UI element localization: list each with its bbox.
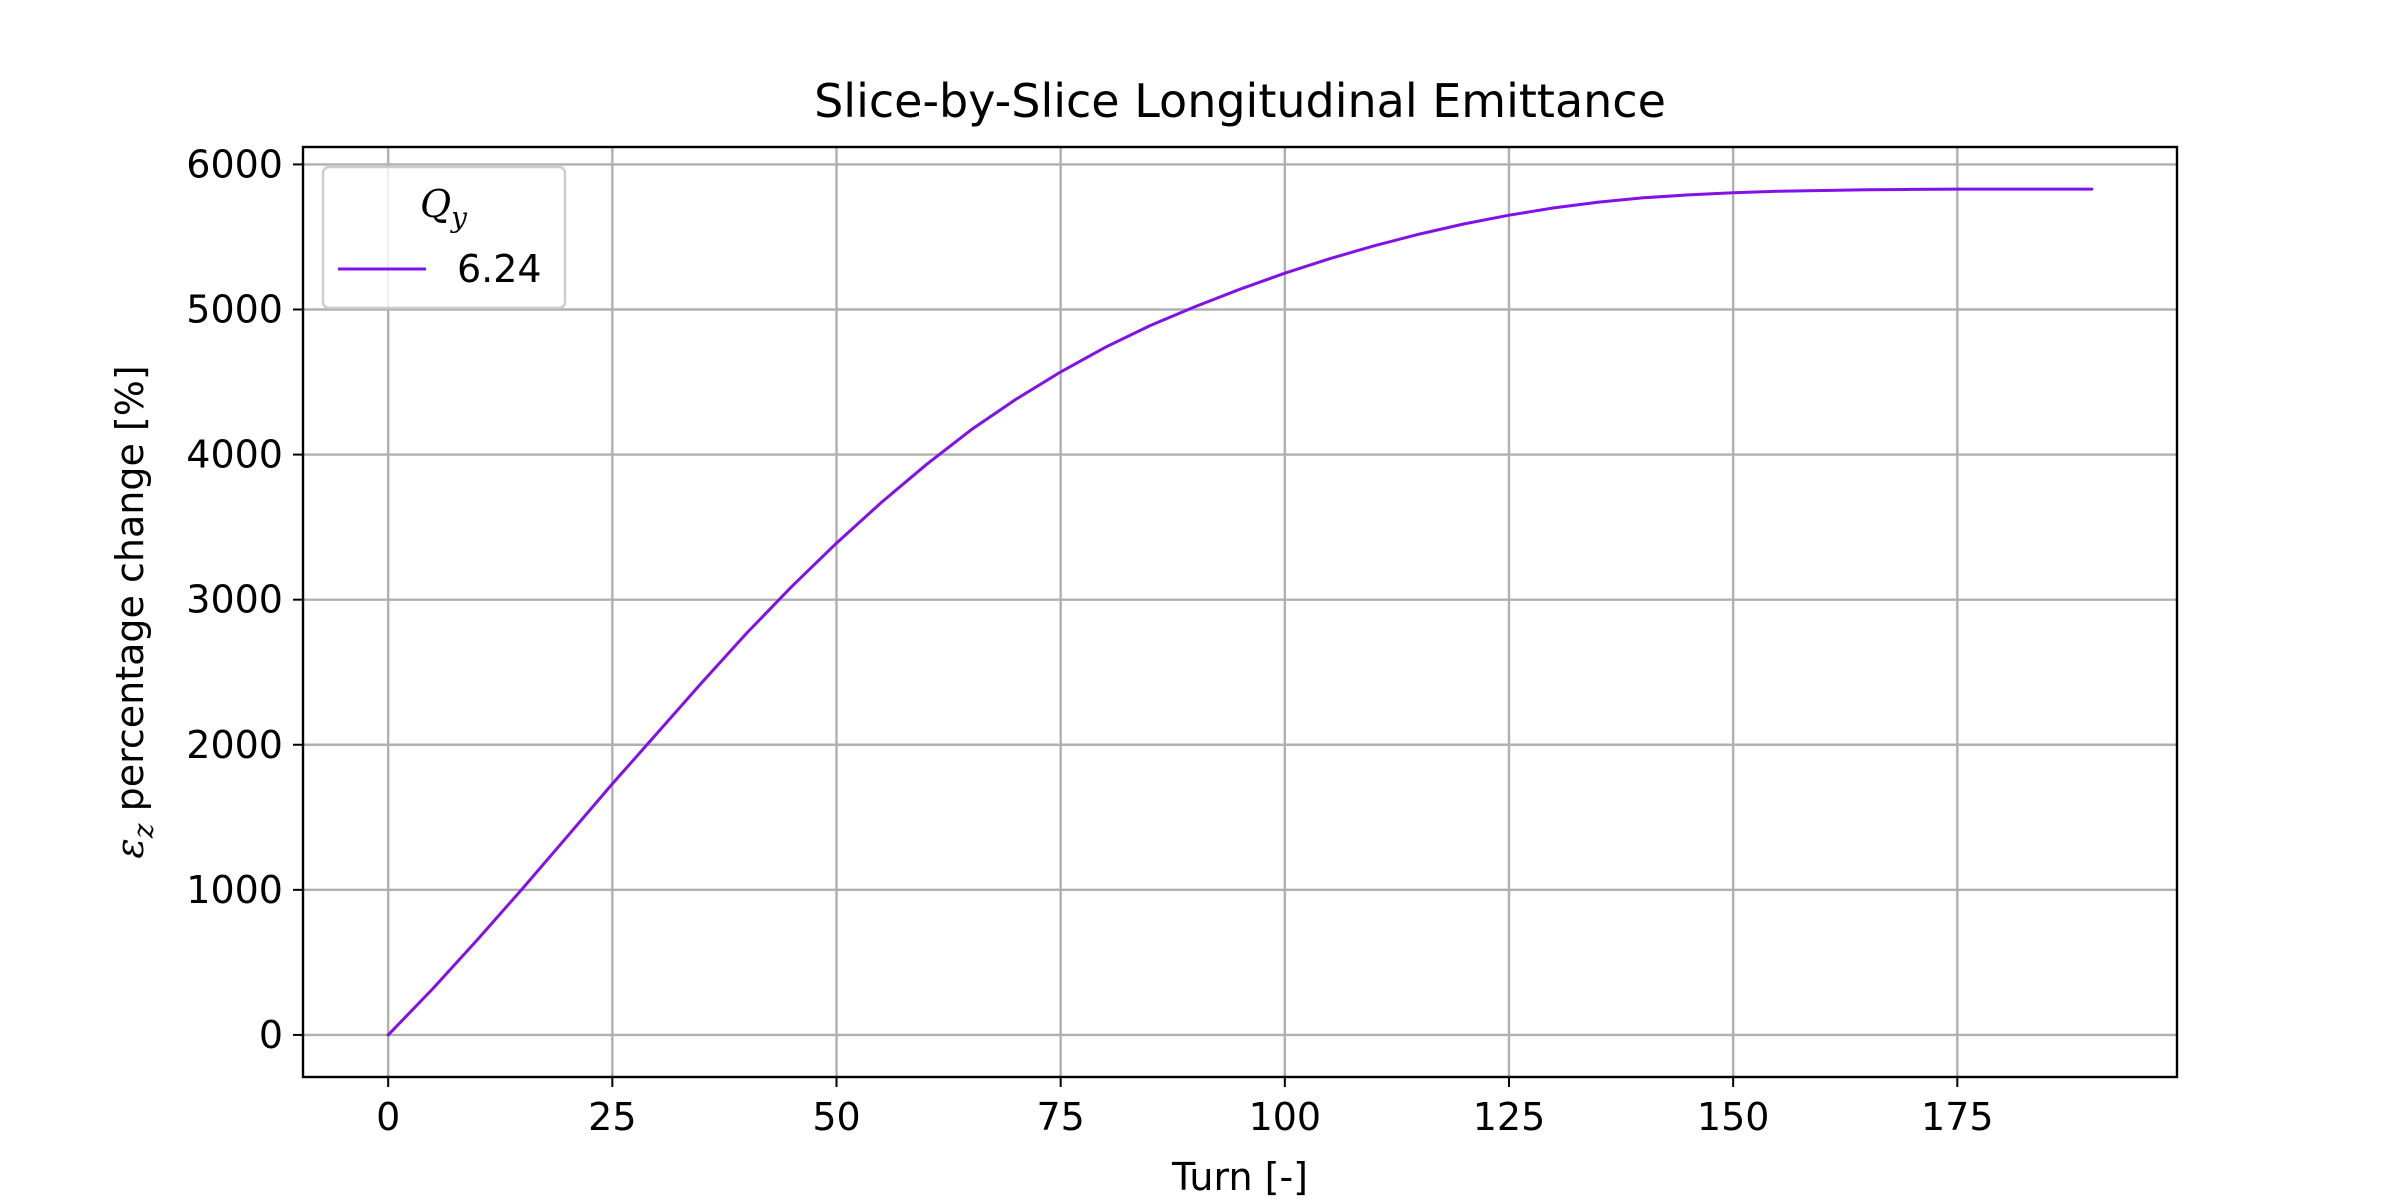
legend: Qy 6.24 [321,165,567,310]
plot-frame [301,145,2179,1079]
series-line [386,187,2094,1037]
y-axis-label-subscript: z [127,823,160,839]
x-tick-label: 25 [588,1095,636,1139]
x-tick-label: 100 [1249,1095,1322,1139]
y-tick-label: 3000 [186,578,283,622]
legend-title: Qy [420,182,468,234]
legend-title-subscript: y [449,201,468,234]
legend-label: 6.24 [457,247,542,291]
y-tick-label: 1000 [186,868,283,912]
y-tick-label: 2000 [186,723,283,767]
x-axis-label: Turn [-] [1171,1155,1308,1199]
y-tick-label: 6000 [186,142,283,186]
legend-title-main: Q [420,182,451,226]
ticks: 0 25 50 75 100 125 150 175 0 1000 2000 3000 4000 5000… [186,142,1993,1139]
x-tick-label: 150 [1697,1095,1770,1139]
x-tick-label: 0 [376,1095,400,1139]
y-tick-label: 4000 [186,433,283,477]
legend-box [321,165,567,310]
y-axis-label-text: percentage change [%] [108,365,152,823]
x-tick-label: 175 [1921,1095,1994,1139]
chart-title: Slice-by-Slice Longitudinal Emittance [814,74,1666,128]
x-tick-label: 75 [1036,1095,1084,1139]
y-axis-label: εz percentage change [%] [108,365,160,858]
grid [303,147,2177,1077]
y-tick-label: 0 [259,1013,283,1057]
series-layer [386,187,2094,1037]
y-axis-label-symbol: ε [108,838,152,858]
x-tick-label: 50 [812,1095,860,1139]
y-tick-label: 5000 [186,287,283,331]
x-tick-label: 125 [1473,1095,1546,1139]
